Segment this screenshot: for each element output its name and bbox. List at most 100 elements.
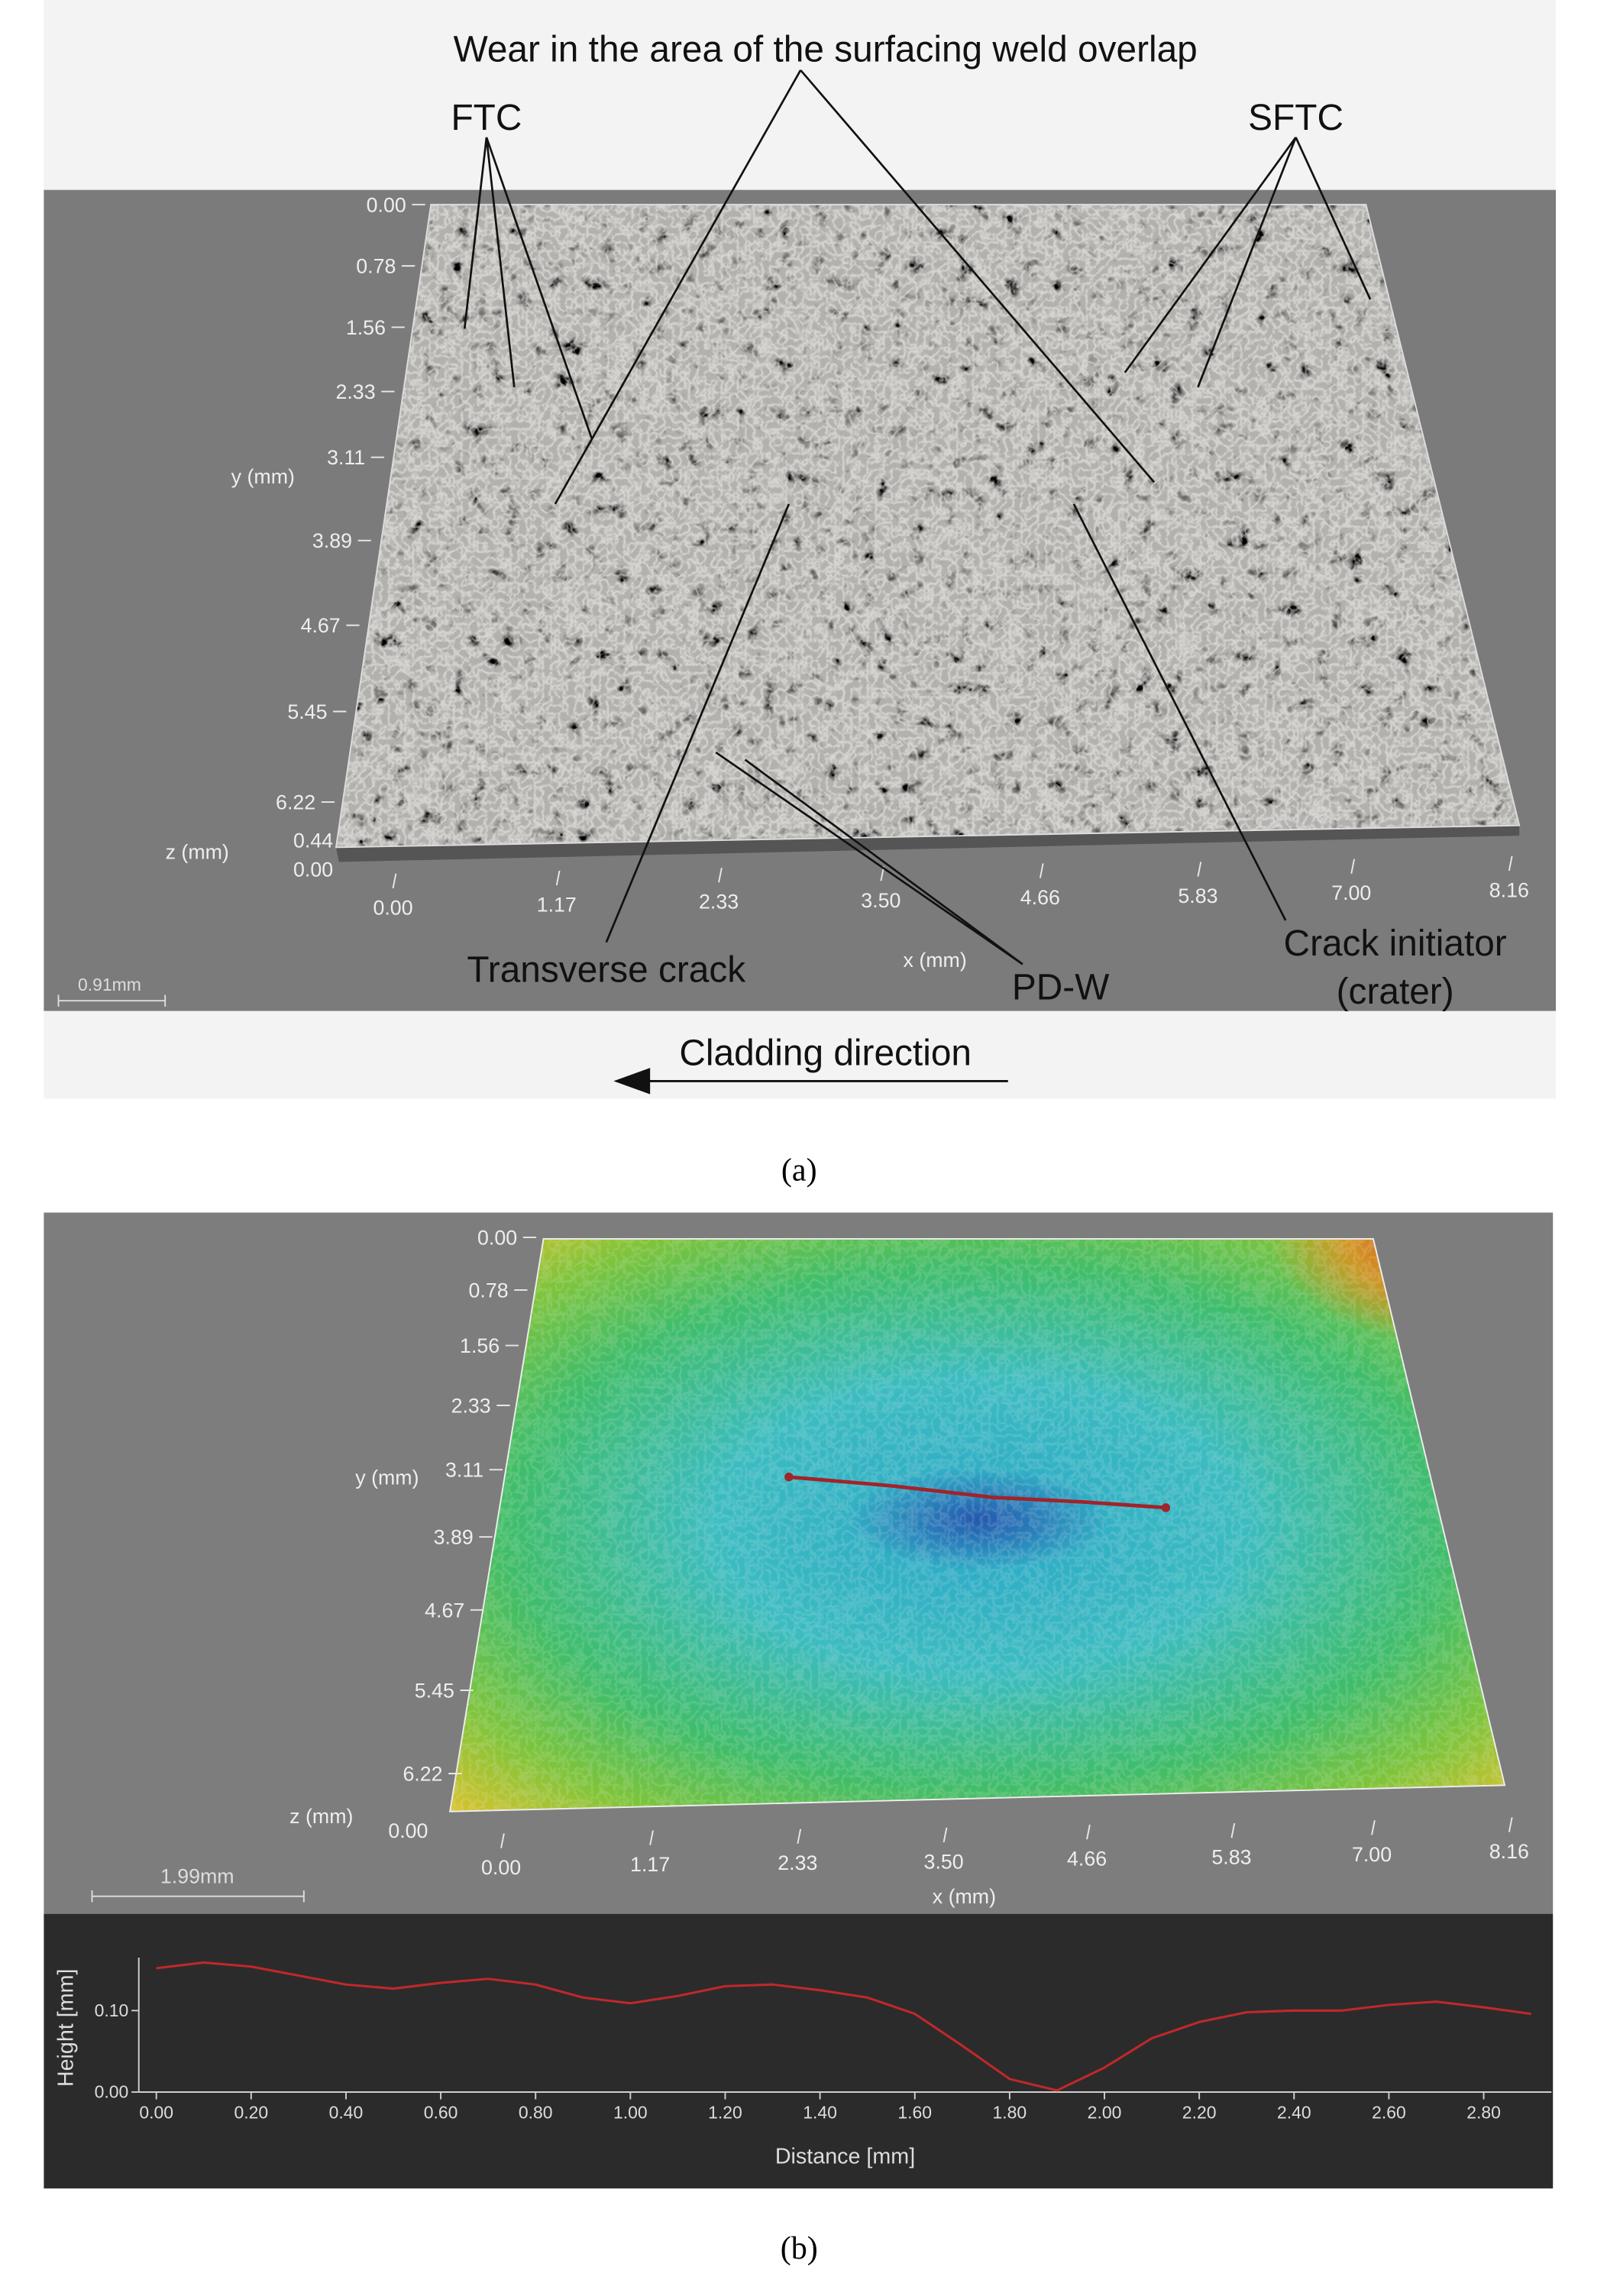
x-tick-label: 3.50 [861,889,901,912]
profile-curve [156,1961,1531,2092]
surface-frame [448,1238,1506,1813]
y-tick-label: 3.89 [434,1526,474,1549]
surface-frame [335,203,1521,849]
x-tick-label: 2.33 [699,891,739,914]
y-tick-label: 5.45 [415,1680,454,1703]
z-axis-label: z (mm) [166,841,229,864]
x-tick-label: 0.40 [329,2102,364,2122]
y-tick-label: 0.00 [477,1227,517,1250]
x-tick [1039,863,1044,878]
x-tick [649,1830,654,1845]
x-tick-label: 0.00 [139,2102,173,2122]
scale-bar-label: 0.91mm [78,975,141,994]
y-tick-label: 0.78 [469,1279,509,1302]
x-tick [555,870,561,886]
y-tick-label: 3.89 [312,529,352,552]
x-tick [943,1827,948,1843]
annotation: SFTC [1248,98,1343,138]
y-tick-label: 3.11 [445,1459,483,1482]
x-tick-label: 0.00 [481,1856,521,1879]
y-tick-label: 2.33 [335,380,375,403]
x-axis-title: Distance [mm] [775,2145,915,2169]
axes-a: 0.00 0.78 1.56 2.33 3.11 3.89 4.67 5.45 6.22 0.00… [166,193,1529,972]
y-tick-label: 6.22 [276,791,315,814]
x-tick-label: 4.66 [1020,886,1060,909]
x-tick-label: 2.00 [1088,2102,1122,2122]
y-axis-label: y (mm) [231,465,295,488]
x-tick-label: 8.16 [1489,878,1529,901]
x-tick-label: 2.33 [778,1851,817,1874]
y-tick-label: 5.45 [287,700,327,723]
scale-bar-label: 1.99mm [160,1864,234,1887]
y-tick-label: 0.00 [367,193,406,216]
x-tick-label: 3.50 [924,1850,964,1873]
annotation: Transverse crack [467,949,745,990]
x-tick-label: 0.00 [373,896,412,919]
z-axis-label: z (mm) [289,1805,353,1828]
x-tick-label: 1.17 [630,1853,670,1876]
x-tick-label: 8.16 [1489,1840,1529,1863]
y-axis-title: Height [mm] [54,1969,79,2087]
x-tick-label: 1.20 [708,2102,742,2122]
x-tick [1350,859,1356,874]
caption: (a) [781,1153,817,1188]
surface-b [450,1238,1505,1812]
chart-background [44,1913,1554,2189]
y-tick-label: 4.67 [301,614,341,637]
annotation: FTC [451,98,522,138]
x-tick [1508,855,1513,872]
x-tick-label: 5.83 [1178,884,1217,907]
x-tick-label: 1.17 [537,894,577,917]
x-tick [392,873,397,889]
x-axis-label: x (mm) [904,949,967,972]
x-tick [1230,1822,1236,1838]
x-tick-label: 1.40 [803,2102,837,2122]
x-tick [1197,862,1202,877]
annotation: (crater) [1337,972,1454,1012]
x-tick [1371,1820,1376,1835]
x-tick-label: 4.66 [1067,1848,1107,1871]
x-tick-label: 0.20 [234,2102,268,2122]
annotation: PD-W [1012,967,1109,1007]
x-tick-label: 0.80 [519,2102,553,2122]
x-tick-label: 0.60 [424,2102,458,2122]
x-tick-label: 5.83 [1211,1846,1251,1869]
leader-lines [463,69,1372,965]
y-tick-label: 1.56 [346,316,386,339]
x-axis-label: x (mm) [933,1885,996,1908]
x-tick-label: 1.80 [993,2102,1027,2122]
z-tick-label: 0.44 [293,829,333,852]
y-tick-label: 0.78 [356,255,396,278]
y-tick-label: 1.56 [460,1334,500,1357]
y-tick-label: 0.10 [95,2000,129,2020]
y-tick-label: 6.22 [403,1763,442,1786]
z-tick-label: 0.00 [293,859,333,881]
x-tick [718,867,723,883]
x-tick [500,1833,505,1848]
direction-arrow [613,1068,1008,1095]
y-tick-label: 0.00 [95,2082,129,2102]
x-tick-label: 7.00 [1352,1843,1392,1866]
x-tick-label: 2.40 [1277,2102,1311,2122]
x-tick-label: 2.20 [1182,2102,1217,2122]
direction-label: Cladding direction [679,1033,972,1073]
scale-bar: 1.99mm [91,1864,305,1903]
x-tick [1086,1824,1091,1840]
y-tick-label: 3.11 [327,446,365,469]
z-tick-label: 0.00 [388,1819,428,1842]
annotation: Wear in the area of the surfacing weld o… [454,29,1198,70]
x-tick-label: 1.00 [613,2102,648,2122]
y-tick-label: 4.67 [425,1599,464,1622]
x-tick-label: 1.60 [897,2102,932,2122]
x-tick-label: 7.00 [1331,881,1371,904]
x-tick-label: 2.80 [1466,2102,1501,2122]
profile-line [784,1473,1171,1512]
surface-side [335,825,1520,862]
x-tick-label: 2.60 [1372,2102,1406,2122]
annotation: Crack initiator [1284,923,1507,964]
x-tick [1508,1817,1513,1832]
surface-a [335,204,1520,848]
profile-chart: 0.00 0.10 0.00 0.20 0.40 0.60 0.80 1.00 1.20 1.40… [54,1958,1552,2169]
